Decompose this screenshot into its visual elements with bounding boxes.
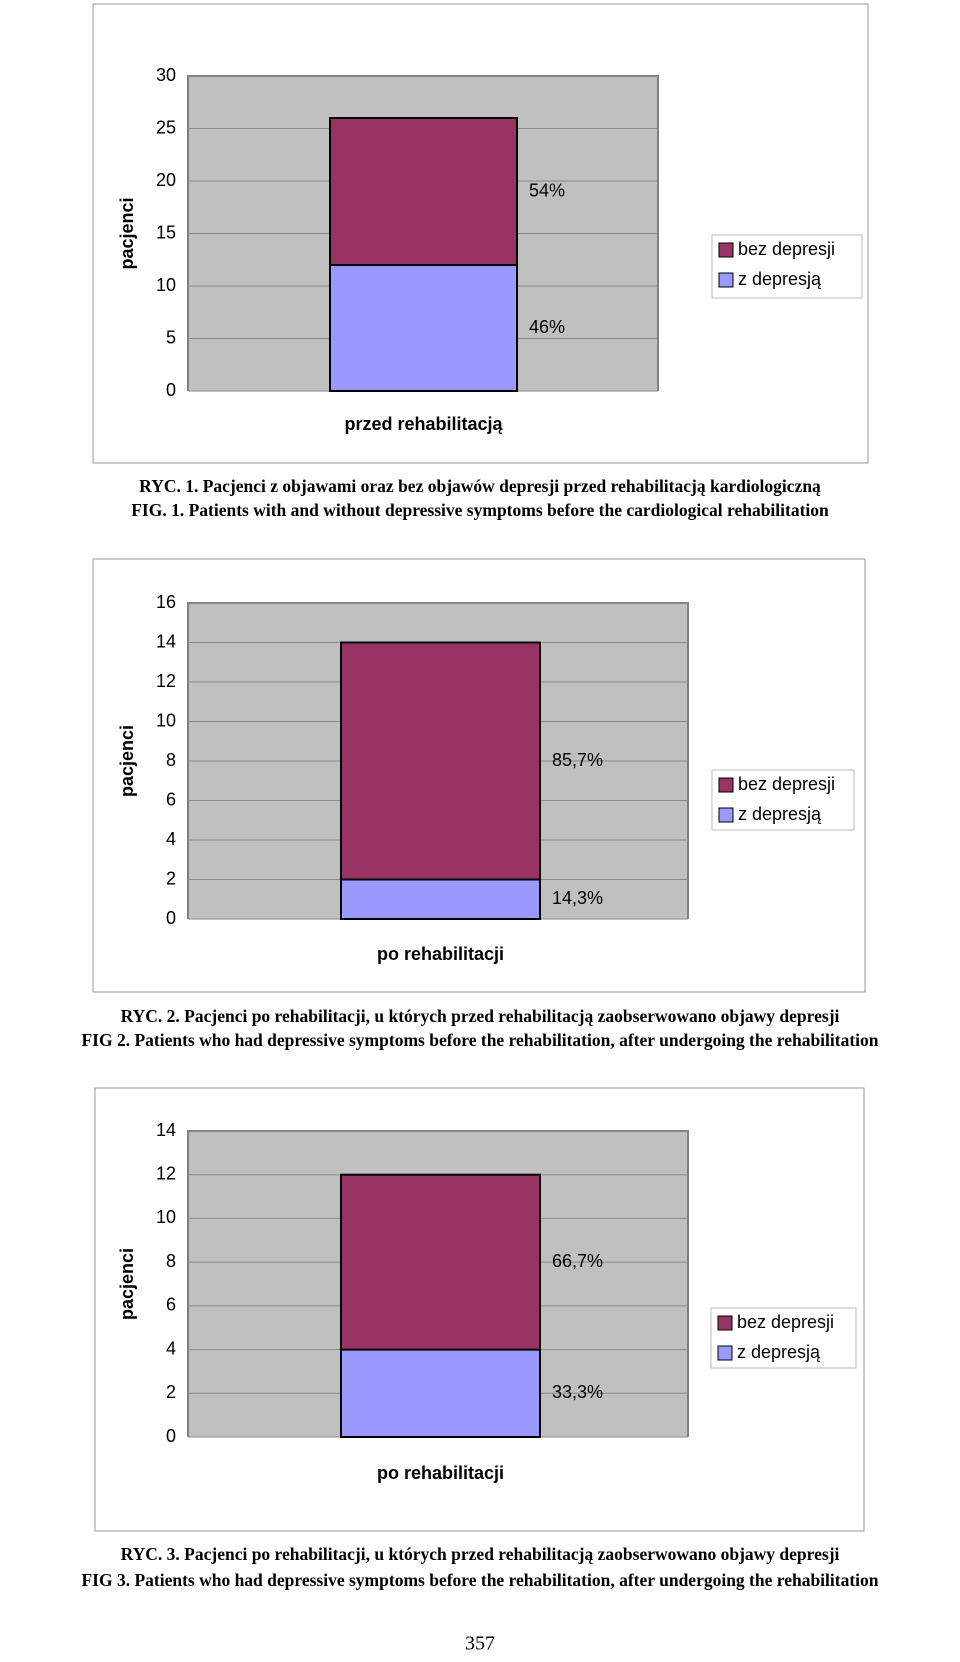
y-tick-label: 12 (156, 1163, 176, 1183)
y-tick-label: 15 (156, 222, 176, 242)
segment-label: 14,3% (552, 888, 603, 908)
y-tick-label: 20 (156, 170, 176, 190)
caption: FIG. 1. Patients with and without depres… (131, 500, 829, 520)
segment-label: 85,7% (552, 750, 603, 770)
bar-segment (329, 264, 518, 392)
y-tick-label: 6 (166, 789, 176, 809)
caption: RYC. 3. Pacjenci po rehabilitacji, u któ… (121, 1544, 840, 1564)
legend-swatch (718, 242, 734, 258)
x-tick-label: przed rehabilitacją (344, 414, 503, 434)
caption: RYC. 1. Pacjenci z objawami oraz bez obj… (139, 476, 821, 496)
caption: FIG 3. Patients who had depressive sympt… (81, 1570, 878, 1590)
y-tick-label: 16 (156, 592, 176, 612)
page-number: 357 (465, 1633, 495, 1655)
segment-label: 66,7% (552, 1251, 603, 1271)
bar-segment (329, 117, 518, 266)
y-tick-label: 0 (166, 908, 176, 928)
legend-box (711, 769, 855, 831)
y-tick-label: 12 (156, 671, 176, 691)
y-axis-label: pacjenci (117, 197, 137, 269)
legend-label: z depresją (738, 804, 822, 824)
legend-label: bez depresji (738, 774, 835, 794)
legend-box (710, 1307, 857, 1369)
bar-segment (340, 1173, 541, 1351)
y-tick-label: 10 (156, 710, 176, 730)
y-tick-label: 2 (166, 868, 176, 888)
segment-label: 46% (529, 317, 565, 337)
y-tick-label: 8 (166, 750, 176, 770)
legend-swatch (718, 777, 734, 793)
y-tick-label: 4 (166, 829, 176, 849)
y-tick-label: 8 (166, 1251, 176, 1271)
y-tick-label: 0 (166, 1426, 176, 1446)
legend-box (711, 234, 863, 299)
bar-segment (340, 1348, 541, 1438)
legend-swatch (717, 1345, 733, 1361)
y-tick-label: 14 (156, 1120, 176, 1140)
x-tick-label: po rehabilitacji (377, 944, 504, 964)
y-tick-label: 5 (166, 327, 176, 347)
y-tick-label: 0 (166, 380, 176, 400)
x-tick-label: po rehabilitacji (377, 1463, 504, 1483)
y-tick-label: 30 (156, 65, 176, 85)
y-tick-label: 2 (166, 1382, 176, 1402)
legend-label: z depresją (737, 1342, 821, 1362)
y-tick-label: 25 (156, 117, 176, 137)
legend-swatch (718, 807, 734, 823)
legend-label: bez depresji (737, 1312, 834, 1332)
y-tick-label: 4 (166, 1338, 176, 1358)
legend-swatch (718, 272, 734, 288)
legend-swatch (717, 1315, 733, 1331)
y-tick-label: 6 (166, 1295, 176, 1315)
segment-label: 33,3% (552, 1382, 603, 1402)
y-axis-label: pacjenci (117, 725, 137, 797)
caption: FIG 2. Patients who had depressive sympt… (81, 1030, 878, 1050)
legend-label: z depresją (738, 269, 822, 289)
y-tick-label: 10 (156, 1207, 176, 1227)
legend-label: bez depresji (738, 239, 835, 259)
caption: RYC. 2. Pacjenci po rehabilitacji, u któ… (121, 1006, 840, 1026)
segment-label: 54% (529, 180, 565, 200)
y-tick-label: 10 (156, 275, 176, 295)
y-tick-label: 14 (156, 631, 176, 651)
bar-segment (340, 878, 541, 920)
y-axis-label: pacjenci (117, 1248, 137, 1320)
bar-segment (340, 641, 541, 881)
